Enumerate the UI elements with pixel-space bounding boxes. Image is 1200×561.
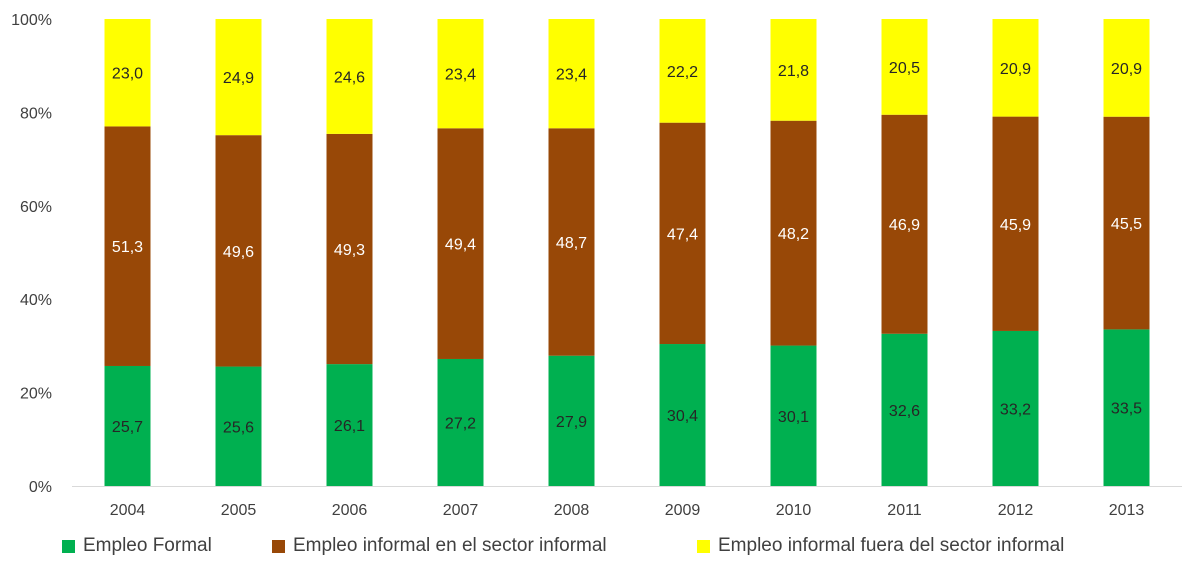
bar-segment: [1103, 116, 1150, 330]
legend-item-informal-fuera-sector: Empleo informal fuera del sector informa…: [697, 532, 1064, 560]
bar-segment: [548, 128, 595, 356]
legend-label-informal-en-sector: Empleo informal en el sector informal: [293, 535, 607, 556]
legend-swatch-empleo-formal: [62, 539, 75, 553]
data-label: 48,7: [556, 235, 587, 252]
bar-segment: [1103, 329, 1150, 486]
data-label: 27,2: [445, 415, 476, 432]
bar-segment: [104, 19, 151, 127]
x-tick-label: 2010: [776, 502, 812, 519]
data-label: 23,4: [556, 67, 587, 84]
bar-segment: [770, 120, 817, 346]
bar-segment: [770, 345, 817, 486]
legend-item-empleo-formal: Empleo Formal: [62, 532, 212, 560]
x-tick-label: 2008: [554, 502, 590, 519]
x-tick-label: 2004: [110, 502, 146, 519]
bar-segment: [659, 19, 706, 123]
y-tick-label: 80%: [20, 105, 52, 122]
bar-segment: [548, 355, 595, 486]
stacked-bar-chart: 0%20%40%60%80%100% 25,751,323,025,649,62…: [11, 12, 1182, 519]
data-label: 22,2: [667, 64, 698, 81]
data-label: 49,4: [445, 237, 476, 254]
bar-segment: [992, 19, 1039, 117]
data-label: 45,9: [1000, 217, 1031, 234]
data-label: 24,9: [223, 70, 254, 87]
data-label: 23,0: [112, 66, 143, 83]
y-tick-label: 60%: [20, 199, 52, 216]
data-label: 49,3: [334, 242, 365, 259]
data-labels: 25,7 51,3 23,0 25,6 49,6 24,9 26,1 49,3 24,6 27,2…: [112, 60, 1142, 436]
bar-segment: [659, 122, 706, 345]
data-label: 32,6: [889, 403, 920, 420]
bar-segment: [326, 19, 373, 134]
legend: Empleo Formal Empleo informal en el sect…: [0, 532, 1200, 560]
x-tick-label: 2005: [221, 502, 257, 519]
bar-segment: [104, 365, 151, 486]
y-tick-label: 20%: [20, 386, 52, 403]
legend-item-informal-en-sector: Empleo informal en el sector informal: [272, 532, 607, 560]
data-label: 26,1: [334, 418, 365, 435]
x-tick-label: 2013: [1109, 502, 1145, 519]
bar-segment: [881, 114, 928, 334]
data-label: 33,5: [1111, 401, 1142, 418]
data-label: 33,2: [1000, 401, 1031, 418]
legend-label-informal-fuera-sector: Empleo informal fuera del sector informa…: [718, 535, 1065, 556]
x-tick-label: 2007: [443, 502, 479, 519]
bar-segment: [437, 19, 484, 129]
bar-segment: [104, 126, 151, 366]
bar-segment: [215, 366, 262, 486]
legend-swatch-informal-fuera-sector: [697, 539, 710, 553]
data-label: 25,6: [223, 419, 254, 436]
bar-segment: [992, 116, 1039, 331]
bar-segment: [326, 133, 373, 365]
x-tick-label: 2009: [665, 502, 701, 519]
bar-segment: [1103, 19, 1150, 117]
data-label: 25,7: [112, 419, 143, 436]
bar-segment: [326, 364, 373, 486]
bar-segment: [437, 128, 484, 359]
bar-segment: [437, 358, 484, 486]
bars: [104, 19, 1150, 486]
data-label: 45,5: [1111, 216, 1142, 233]
data-label: 21,8: [778, 63, 809, 80]
bar-segment: [215, 135, 262, 367]
bar-segment: [548, 19, 595, 129]
legend-swatch-informal-en-sector: [272, 539, 285, 553]
y-tick-label: 40%: [20, 292, 52, 309]
bar-segment: [992, 330, 1039, 486]
x-tick-label: 2006: [332, 502, 368, 519]
x-axis-ticks: 2004 2005 2006 2007 2008 2009 2010 2011 2012 2013: [110, 502, 1145, 519]
legend-label-empleo-formal: Empleo Formal: [83, 535, 212, 556]
bar-segment: [881, 333, 928, 486]
data-label: 24,6: [334, 69, 365, 86]
data-label: 48,2: [778, 226, 809, 243]
data-label: 30,4: [667, 408, 698, 425]
x-tick-label: 2012: [998, 502, 1034, 519]
data-label: 20,9: [1000, 61, 1031, 78]
data-label: 20,5: [889, 60, 920, 77]
data-label: 23,4: [445, 67, 476, 84]
data-label: 46,9: [889, 217, 920, 234]
bar-segment: [881, 19, 928, 115]
data-label: 49,6: [223, 244, 254, 261]
x-tick-label: 2011: [887, 502, 922, 519]
bar-segment: [659, 344, 706, 486]
y-tick-label: 100%: [11, 12, 52, 29]
bar-segment: [215, 19, 262, 136]
data-label: 27,9: [556, 414, 587, 431]
bar-segment: [770, 19, 817, 121]
data-label: 20,9: [1111, 61, 1142, 78]
y-axis-ticks: 0% 20% 40% 60% 80% 100%: [11, 12, 52, 496]
data-label: 30,1: [778, 409, 809, 426]
data-label: 51,3: [112, 239, 143, 256]
data-label: 47,4: [667, 226, 698, 243]
y-tick-label: 0%: [29, 479, 52, 496]
